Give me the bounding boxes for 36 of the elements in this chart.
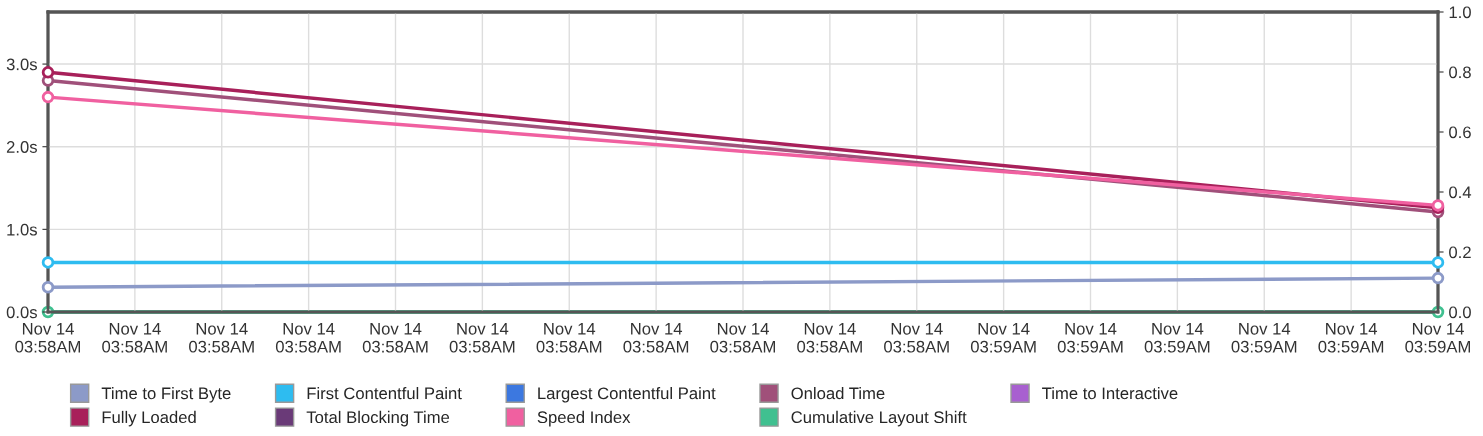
x-tick-label: Nov 14 03:59AM	[1057, 323, 1123, 353]
y-tick-label: 3.0s	[6, 58, 37, 71]
x-tick-label: Nov 14 03:59AM	[970, 323, 1036, 353]
x-tick-label: Nov 14 03:58AM	[797, 323, 862, 353]
y-tick-label: 0.0s	[6, 306, 37, 319]
legend-label: Speed Index	[537, 410, 631, 427]
x-tick-label: Nov 14 03:58AM	[362, 323, 428, 353]
x-tick-label: Nov 14 03:58AM	[15, 323, 80, 353]
legend-label: Time to First Byte	[101, 387, 231, 403]
legend-label: Largest Contentful Paint	[538, 387, 716, 403]
x-tick-label: Nov 14 03:59AM	[1318, 323, 1384, 353]
y2-tick-label: 0.2	[1449, 246, 1471, 259]
x-tick-label: Nov 14 03:58AM	[884, 323, 949, 353]
x-tick-label: Nov 14 03:58AM	[189, 323, 254, 353]
y2-tick-label: 1.0	[1449, 6, 1471, 19]
x-tick-label: Nov 14 03:58AM	[623, 323, 689, 353]
x-tick-label: Nov 14 03:58AM	[536, 323, 602, 353]
y-tick-label: 2.0s	[6, 141, 37, 153]
legend-label: First Contentful Paint	[307, 387, 462, 400]
y-tick-label: 1.0s	[7, 223, 37, 236]
legend-label: Cumulative Layout Shift	[791, 410, 967, 427]
x-tick-label: Nov 14 03:58AM	[710, 323, 775, 353]
legend-label: Fully Loaded	[102, 410, 196, 427]
legend-label: Onload Time	[791, 387, 885, 400]
x-tick-label: Nov 14 03:59AM	[1231, 323, 1297, 353]
legend-label: Time to Interactive	[1042, 387, 1178, 400]
y2-tick-label: 0.4	[1449, 186, 1472, 199]
x-tick-label: Nov 14 03:59AM	[1405, 323, 1470, 353]
y2-tick-label: 0.8	[1449, 66, 1471, 79]
x-tick-label: Nov 14 03:58AM	[275, 323, 341, 353]
x-tick-label: Nov 14 03:58AM	[102, 323, 167, 353]
y2-tick-label: 0.0	[1449, 306, 1471, 319]
legend-label: Total Blocking Time	[306, 410, 450, 427]
x-tick-label: Nov 14 03:59AM	[1144, 323, 1210, 353]
x-tick-label: Nov 14 03:58AM	[449, 323, 515, 353]
y2-tick-label: 0.6	[1449, 126, 1471, 139]
